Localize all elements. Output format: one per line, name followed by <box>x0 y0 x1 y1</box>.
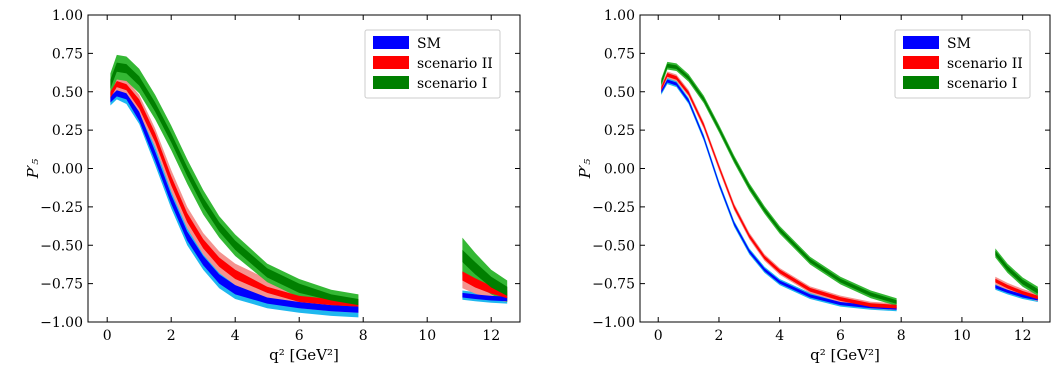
chart-panel-2: 0 2 4 6 8 10 12 −1.00 −0.75 −0.50 −0.25 0.00 0.25 0.5… <box>576 8 1051 364</box>
x-axis-label: q² [GeV²] <box>810 346 880 364</box>
band-inner-sm-1 <box>462 292 508 302</box>
band-inner-scenario-ii-1 <box>462 271 508 299</box>
legend-label-sm: SM <box>417 36 441 52</box>
band-inner-scenario-i-1 <box>995 250 1038 294</box>
y-tick-label: −0.75 <box>40 277 83 293</box>
y-tick-label: 1.00 <box>52 8 83 24</box>
band-inner-scenario-ii-1 <box>995 278 1038 300</box>
y-tick-label: −0.50 <box>592 238 635 254</box>
x-tick-label: 0 <box>654 328 663 344</box>
band-inner-scenario-i-1 <box>462 249 508 296</box>
y-tick-label: 0.75 <box>52 46 83 62</box>
x-tick-label: 10 <box>418 328 436 344</box>
x-tick-label: 4 <box>231 328 240 344</box>
legend: SM scenario II scenario I <box>364 29 501 99</box>
plot-area <box>110 54 508 318</box>
x-tick-label: 4 <box>775 328 784 344</box>
x-tick-label: 8 <box>359 328 368 344</box>
legend-swatch-sm <box>373 36 409 49</box>
x-tick-label: 6 <box>836 328 845 344</box>
x-tick-label: 0 <box>103 328 112 344</box>
y-tick-label: 0.50 <box>52 85 83 101</box>
x-tick-label: 2 <box>167 328 176 344</box>
band-inner-sm-1 <box>995 285 1038 301</box>
y-tick-label: 0.00 <box>604 162 635 178</box>
x-axis-label: q² [GeV²] <box>269 346 339 364</box>
band-inner-sm-0 <box>110 90 359 313</box>
chart-panel-1: 0 2 4 6 8 10 12 −1.00 −0.75 −0.50 −0.25 0.00 0.25 0.5… <box>24 8 521 364</box>
y-tick-label: 1.00 <box>604 8 635 24</box>
band-outer-scenario-ii-0 <box>661 71 897 311</box>
x-tick-label: 2 <box>715 328 724 344</box>
y-tick-label: 0.00 <box>52 162 83 178</box>
legend-label-scenario-i: scenario I <box>947 76 1017 92</box>
legend: SM scenario II scenario I <box>894 29 1031 99</box>
x-tick-label: 10 <box>953 328 971 344</box>
x-tick-label: 12 <box>1014 328 1032 344</box>
y-tick-label: 0.50 <box>604 85 635 101</box>
y-tick-label: −0.75 <box>592 277 635 293</box>
y-axis-label: P′₅ <box>576 159 594 180</box>
y-tick-label: −1.00 <box>40 315 83 331</box>
legend-label-sm: SM <box>947 36 971 52</box>
legend-swatch-scenario-ii <box>373 56 409 69</box>
y-tick-label: −0.25 <box>40 200 83 216</box>
x-tick-label: 8 <box>897 328 906 344</box>
x-tick-label: 12 <box>482 328 500 344</box>
y-tick-label: −1.00 <box>592 315 635 331</box>
legend-label-scenario-ii: scenario II <box>417 56 493 72</box>
y-tick-label: 0.25 <box>52 123 83 139</box>
legend-swatch-scenario-i <box>903 76 939 89</box>
plot-area <box>661 61 1038 312</box>
y-tick-label: −0.25 <box>592 200 635 216</box>
legend-swatch-scenario-ii <box>903 56 939 69</box>
legend-label-scenario-i: scenario I <box>417 76 487 92</box>
x-tick-label: 6 <box>295 328 304 344</box>
y-axis-label: P′₅ <box>24 159 42 180</box>
legend-label-scenario-ii: scenario II <box>947 56 1023 72</box>
y-tick-label: 0.25 <box>604 123 635 139</box>
legend-swatch-scenario-i <box>373 76 409 89</box>
legend-swatch-sm <box>903 36 939 49</box>
y-tick-label: 0.75 <box>604 46 635 62</box>
y-tick-label: −0.50 <box>40 238 83 254</box>
band-inner-sm-0 <box>661 79 897 310</box>
